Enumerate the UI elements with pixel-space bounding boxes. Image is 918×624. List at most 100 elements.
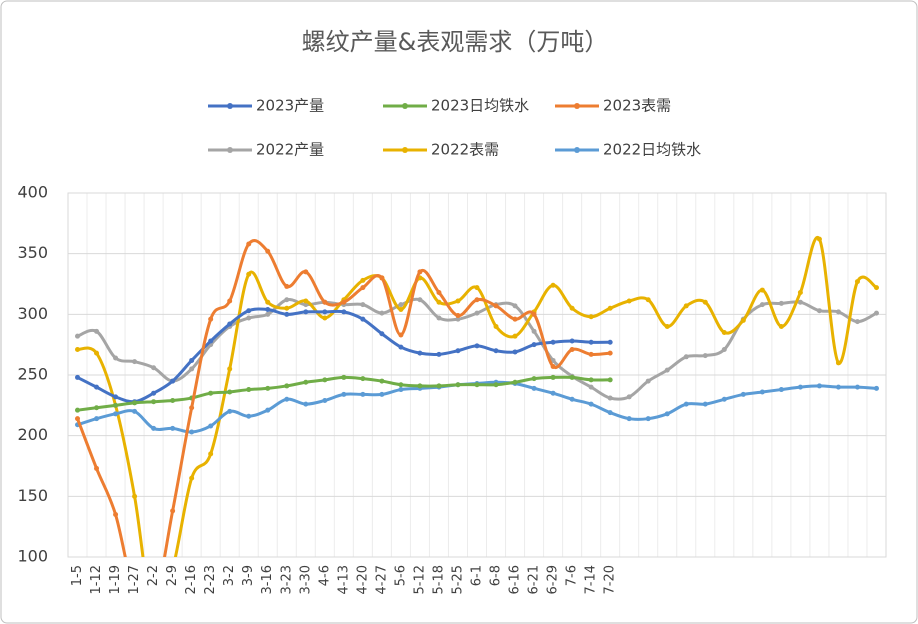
x-tick-label: 6-16 bbox=[508, 565, 523, 595]
x-tick-label: 1-19 bbox=[108, 565, 123, 595]
series-marker bbox=[512, 316, 518, 322]
series-marker bbox=[512, 349, 518, 355]
y-tick-label: 350 bbox=[17, 243, 48, 262]
series-marker bbox=[360, 316, 366, 322]
series-marker bbox=[588, 401, 594, 407]
series-marker bbox=[436, 383, 442, 389]
series-marker bbox=[189, 475, 195, 481]
series-marker bbox=[702, 299, 708, 305]
series-marker bbox=[379, 275, 385, 281]
x-tick-label: 1-5 bbox=[70, 565, 85, 586]
series-marker bbox=[626, 416, 632, 422]
series-marker bbox=[645, 416, 651, 422]
series-marker bbox=[455, 348, 461, 354]
series-marker bbox=[702, 353, 708, 359]
series-marker bbox=[132, 400, 138, 406]
series-marker bbox=[360, 391, 366, 397]
x-tick-label: 3-16 bbox=[260, 565, 275, 595]
series-marker bbox=[113, 512, 119, 518]
series-marker bbox=[816, 236, 822, 242]
x-tick-label: 4-13 bbox=[336, 565, 351, 595]
series-marker bbox=[303, 302, 309, 308]
series-marker bbox=[379, 331, 385, 337]
x-tick-label: 5-6 bbox=[393, 565, 408, 586]
series-marker bbox=[873, 385, 879, 391]
series-marker bbox=[683, 354, 689, 360]
legend-marker bbox=[227, 103, 233, 109]
series-marker bbox=[759, 302, 765, 308]
x-tick-label: 6-29 bbox=[546, 565, 561, 595]
series-marker bbox=[265, 385, 271, 391]
series-marker bbox=[246, 271, 252, 277]
x-tick-label: 4-27 bbox=[374, 565, 389, 595]
series-marker bbox=[740, 391, 746, 397]
series-marker bbox=[512, 303, 518, 309]
series-marker bbox=[778, 300, 784, 306]
series-marker bbox=[341, 391, 347, 397]
series-marker bbox=[151, 390, 157, 396]
x-tick-label: 5-12 bbox=[412, 565, 427, 595]
series-marker bbox=[474, 343, 480, 349]
x-tick-label: 2-23 bbox=[203, 565, 218, 595]
series-marker bbox=[854, 319, 860, 325]
x-tick-label: 3-30 bbox=[298, 565, 313, 595]
x-tick-label: 2-2 bbox=[146, 565, 161, 586]
series-marker bbox=[645, 297, 651, 303]
y-tick-label: 250 bbox=[17, 365, 48, 384]
series-marker bbox=[284, 311, 290, 317]
series-marker bbox=[531, 385, 537, 391]
series-marker bbox=[170, 378, 176, 384]
series-marker bbox=[189, 366, 195, 372]
y-tick-label: 400 bbox=[17, 183, 48, 202]
x-tick-label: 6-1 bbox=[470, 565, 485, 586]
x-tick-label: 1-27 bbox=[127, 565, 142, 595]
series-marker bbox=[341, 309, 347, 315]
series-marker bbox=[75, 374, 81, 380]
series-marker bbox=[455, 298, 461, 304]
series-marker bbox=[303, 401, 309, 407]
series-marker bbox=[246, 387, 252, 393]
series-marker bbox=[436, 351, 442, 357]
series-marker bbox=[759, 287, 765, 293]
series-marker bbox=[664, 367, 670, 373]
series-marker bbox=[474, 382, 480, 388]
series-marker bbox=[607, 350, 613, 356]
series-marker bbox=[284, 396, 290, 402]
series-marker bbox=[550, 364, 556, 370]
series-marker bbox=[322, 377, 328, 383]
y-tick-label: 100 bbox=[17, 547, 48, 566]
series-marker bbox=[702, 401, 708, 407]
series-marker bbox=[816, 308, 822, 314]
x-tick-label: 3-9 bbox=[241, 565, 256, 586]
series-marker bbox=[322, 299, 328, 305]
series-marker bbox=[94, 328, 100, 334]
series-marker bbox=[151, 425, 157, 431]
series-marker bbox=[341, 299, 347, 305]
series-marker bbox=[588, 339, 594, 345]
series-marker bbox=[474, 285, 480, 291]
series-marker bbox=[322, 315, 328, 321]
series-marker bbox=[303, 379, 309, 385]
series-marker bbox=[360, 302, 366, 308]
series-marker bbox=[873, 310, 879, 316]
series-marker bbox=[113, 355, 119, 361]
x-tick-label: 4-6 bbox=[317, 565, 332, 586]
series-marker bbox=[360, 285, 366, 291]
series-marker bbox=[531, 376, 537, 382]
series-marker bbox=[721, 330, 727, 336]
series-marker bbox=[569, 396, 575, 402]
legend-marker bbox=[402, 103, 408, 109]
series-marker bbox=[360, 277, 366, 283]
series-marker bbox=[417, 350, 423, 356]
legend-marker bbox=[574, 147, 580, 153]
series-marker bbox=[341, 374, 347, 380]
series-marker bbox=[569, 305, 575, 311]
series-marker bbox=[778, 387, 784, 393]
series-marker bbox=[189, 357, 195, 363]
series-marker bbox=[75, 333, 81, 339]
series-marker bbox=[94, 416, 100, 422]
series-marker bbox=[607, 395, 613, 401]
series-marker bbox=[246, 413, 252, 419]
series-marker bbox=[322, 397, 328, 403]
